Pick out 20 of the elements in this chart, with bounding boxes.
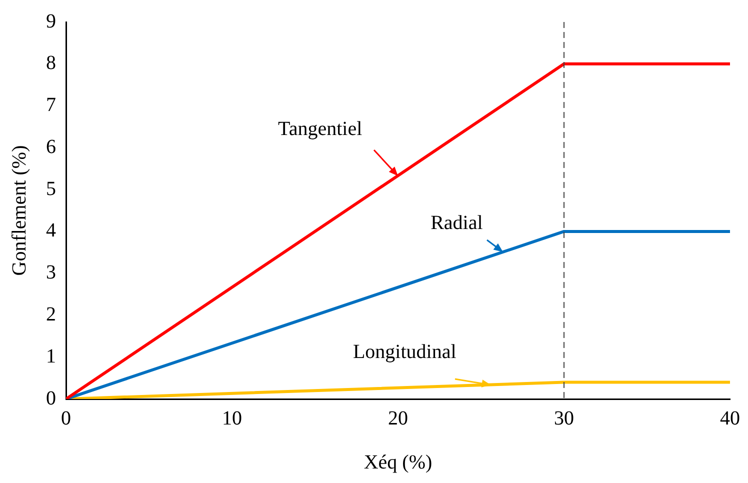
x-axis-title: Xéq (%): [364, 451, 432, 474]
y-tick-label: 9: [46, 10, 56, 32]
y-tick-label: 7: [46, 94, 56, 116]
y-axis-title: Gonflement (%): [8, 145, 30, 276]
y-tick-label: 3: [46, 262, 56, 284]
y-tick-label: 6: [46, 136, 56, 158]
series-label: Longitudinal: [352, 340, 456, 364]
x-tick-label: 20: [388, 407, 408, 430]
x-tick-label: 30: [554, 407, 574, 430]
y-tick-label: 0: [46, 387, 56, 410]
y-tick-label: 4: [46, 220, 56, 242]
x-tick-label: 40: [720, 407, 740, 430]
y-tick-label: 5: [46, 178, 56, 200]
x-tick-label: 0: [61, 407, 71, 430]
x-tick-label: 10: [222, 407, 242, 430]
series-label: Radial: [430, 212, 483, 236]
text: Tangentiel: [278, 118, 362, 141]
y-tick-label: 8: [46, 52, 56, 74]
y-tick-label: 1: [46, 345, 56, 368]
y-tick-label: 2: [46, 303, 56, 326]
